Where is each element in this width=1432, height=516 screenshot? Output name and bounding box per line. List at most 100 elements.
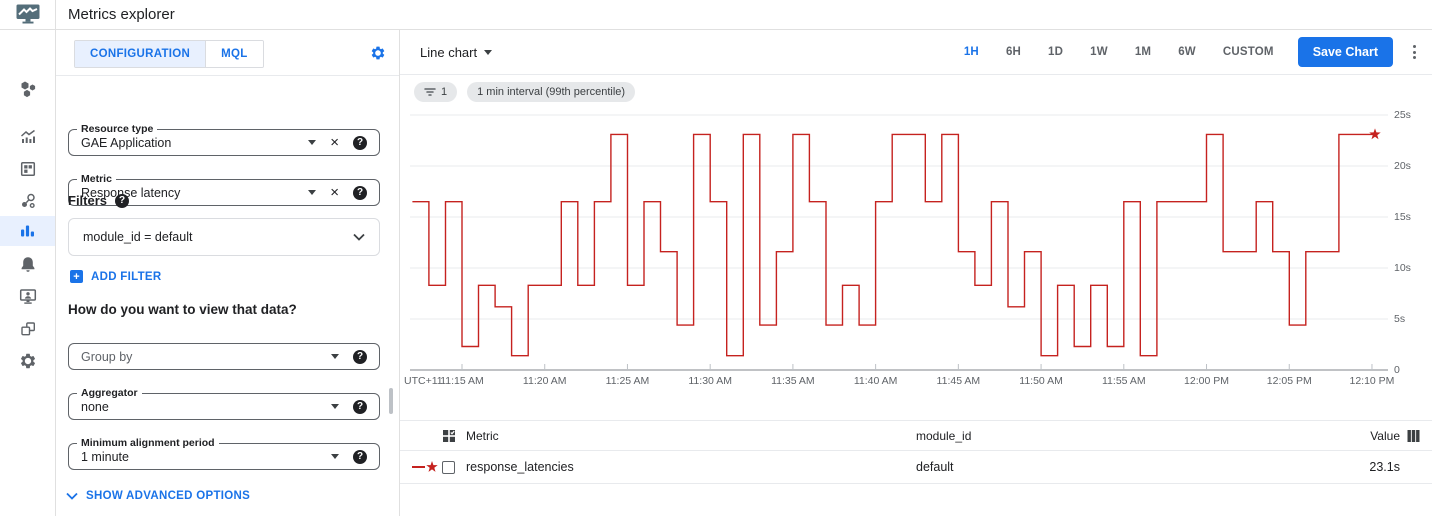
help-icon[interactable]: ? [353,399,367,414]
min-alignment-period-label: Minimum alignment period [77,437,219,449]
top-header: Metrics explorer [0,0,1432,30]
panel-settings-button[interactable] [370,45,386,66]
clear-icon[interactable]: × [330,184,339,201]
view-data-question: How do you want to view that data? [68,302,297,317]
legend-table-row[interactable]: response_latencies default 23.1s [400,451,1432,484]
time-range-6h[interactable]: 6H [1005,46,1022,58]
time-range-1d[interactable]: 1D [1048,46,1064,58]
min-alignment-period-value: 1 minute [81,449,129,464]
resource-type-field[interactable]: Resource type GAE Application × ? [68,123,380,156]
alerting-bell-icon [21,257,34,272]
filter-expression: module_id = default [83,230,193,244]
series-value: 23.1s [1369,460,1400,474]
time-range-1m[interactable]: 1M [1134,46,1152,58]
line-chart-plot[interactable] [400,100,1432,378]
x-axis-tick-label: 12:05 PM [1266,375,1312,387]
series-end-star-icon [1369,128,1381,140]
filter-count-chip[interactable]: 1 [414,82,458,102]
time-range-custom[interactable]: CUSTOM [1222,46,1274,58]
save-chart-button[interactable]: Save Chart [1297,37,1393,67]
filter-icon [424,88,436,96]
filter-row[interactable]: module_id = default [68,218,380,256]
chart-chip-bar: 1 1 min interval (99th percentile) [414,82,636,102]
dropdown-caret-icon[interactable] [308,190,317,195]
help-icon[interactable]: ? [115,193,130,208]
chevron-down-icon[interactable] [353,233,365,241]
chart-header: Line chart 1H 6H 1D 1W 1M 6W CUSTOM Save Chart [400,30,1432,75]
min-alignment-period-field[interactable]: Minimum alignment period 1 minute ? [68,437,380,470]
y-axis-tick-label: 20s [1394,160,1411,172]
column-header-value[interactable]: Value [1370,428,1400,443]
series-legend-icon [412,461,438,472]
time-range-6w[interactable]: 6W [1178,46,1196,58]
chevron-down-icon [484,49,493,55]
aggregator-value: none [81,399,109,414]
nav-services[interactable] [0,186,55,216]
column-header-module-id[interactable]: module_id [916,428,972,443]
nav-uptime-checks[interactable] [0,282,55,312]
time-range-1w[interactable]: 1W [1090,46,1108,58]
row-checkbox[interactable] [442,460,455,474]
x-axis-tick-label: 11:30 AM [688,375,732,387]
group-by-field[interactable]: Group by ? [68,343,380,370]
nav-alerting[interactable] [0,250,55,280]
uptime-checks-icon [19,289,36,304]
columns-icon[interactable] [1407,429,1420,442]
series-module-id: default [916,460,954,474]
plus-icon: + [70,270,83,283]
clear-icon[interactable]: × [330,134,339,151]
filter-count-label: 1 [441,86,448,98]
dropdown-caret-icon[interactable] [331,354,339,359]
nav-settings[interactable] [0,346,55,376]
interval-chip[interactable]: 1 min interval (99th percentile) [467,82,636,102]
more-options-button[interactable] [1409,41,1420,63]
help-icon[interactable]: ? [353,449,367,464]
dropdown-caret-icon[interactable] [308,140,317,145]
nav-monitoring-overview[interactable] [0,74,55,104]
groups-icon [20,322,35,336]
group-by-placeholder: Group by [81,349,133,364]
help-icon[interactable]: ? [353,185,367,200]
y-axis-tick-label: 15s [1394,211,1411,223]
column-header-metric[interactable]: Metric [466,428,499,443]
page-title: Metrics explorer [68,6,175,23]
dropdown-caret-icon[interactable] [331,404,339,409]
nav-metrics-explorer[interactable] [0,216,55,246]
x-axis-tick-label: 11:50 AM [1019,375,1063,387]
filters-heading-text: Filters [68,193,108,208]
tab-mql[interactable]: MQL [205,41,263,67]
nav-metrics[interactable] [0,122,55,152]
chart-type-dropdown[interactable]: Line chart [420,44,493,60]
y-axis-tick-label: 10s [1394,262,1411,274]
legend-table-header: Metric module_id Value [400,420,1432,451]
chart-type-label: Line chart [420,44,478,60]
add-filter-button[interactable]: + ADD FILTER [70,270,162,283]
monitoring-logo[interactable] [0,0,56,30]
tab-configuration[interactable]: CONFIGURATION [75,41,206,67]
time-range-1h[interactable]: 1H [963,46,979,58]
series-name: response_latencies [466,460,574,474]
dropdown-caret-icon[interactable] [331,454,339,459]
x-axis-tick-label: 11:25 AM [605,375,650,387]
help-icon[interactable]: ? [353,135,367,150]
gear-icon [371,46,385,60]
nav-dashboards[interactable] [0,154,55,184]
x-axis-tick-label: 11:45 AM [936,375,981,387]
add-filter-label: ADD FILTER [91,270,162,283]
interval-chip-label: 1 min interval (99th percentile) [477,86,626,98]
metric-field[interactable]: Metric Response latency × ? [68,173,380,206]
metric-label: Metric [77,173,116,185]
scrollbar-thumb[interactable] [389,388,393,414]
metrics-trend-icon [20,129,35,143]
help-icon[interactable]: ? [353,349,367,364]
timezone-label: UTC+11 [404,375,443,387]
chevron-down-icon [66,492,78,500]
nav-groups[interactable] [0,314,55,344]
filters-heading: Filters ? [68,193,130,208]
show-advanced-options-button[interactable]: SHOW ADVANCED OPTIONS [66,490,250,502]
services-icon [21,193,35,208]
aggregator-label: Aggregator [77,387,142,399]
select-all-icon[interactable] [442,429,456,443]
aggregator-field[interactable]: Aggregator none ? [68,387,380,420]
